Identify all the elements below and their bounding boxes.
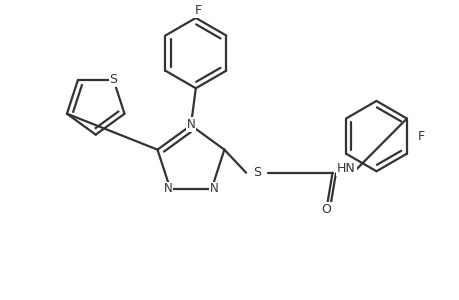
Text: S: S	[252, 166, 260, 179]
Text: O: O	[321, 203, 331, 216]
Text: S: S	[109, 74, 117, 86]
Text: HN: HN	[336, 162, 355, 175]
Text: F: F	[194, 4, 202, 17]
Text: N: N	[163, 182, 172, 196]
Text: N: N	[209, 182, 218, 196]
Text: N: N	[186, 118, 195, 131]
Text: F: F	[417, 130, 424, 142]
